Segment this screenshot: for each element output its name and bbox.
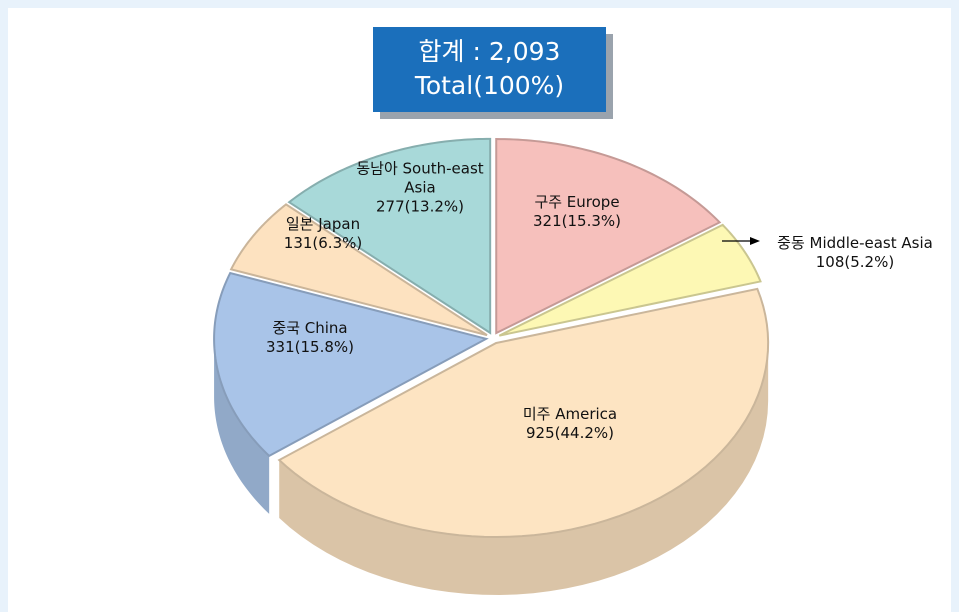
category-label: 중국 China <box>272 319 348 337</box>
slice-side <box>279 343 769 595</box>
value-label: 321(15.3%) <box>533 212 621 230</box>
category-label: 동남아 South-east Asia <box>356 159 484 197</box>
arrow-head <box>750 237 760 245</box>
chart-title: 합계 : 2,093 <box>418 37 561 66</box>
slice-label: 중국 China 331(15.8%) <box>266 319 354 357</box>
pie-slice <box>498 223 762 337</box>
slice-label: 구주 Europe 321(15.3%) <box>533 193 621 231</box>
value-label: 108(5.2%) <box>815 253 895 271</box>
value-label: 131(6.3%) <box>283 234 363 252</box>
category-label: 일본 Japan <box>285 215 361 233</box>
pie-slice <box>495 138 722 335</box>
slice-side <box>214 338 270 514</box>
slice-label: 중동 Middle-east Asia 108(5.2%) <box>777 234 933 272</box>
slice-label: 동남아 South-east Asia 277(13.2%) <box>355 160 485 217</box>
slice-label: 일본 Japan 131(6.3%) <box>284 215 362 253</box>
category-label: 중동 Middle-east Asia <box>777 234 933 252</box>
pie-slice <box>287 137 492 335</box>
category-label: 구주 Europe <box>534 193 620 211</box>
pie-slice <box>229 203 488 337</box>
slice-tops <box>213 137 770 539</box>
value-label: 331(15.8%) <box>266 338 354 356</box>
category-label: 미주 America <box>522 405 618 423</box>
title-box: 합계 : 2,093 Total(100%) <box>373 27 606 112</box>
chart-subtitle: Total(100%) <box>414 71 565 100</box>
value-label: 277(13.2%) <box>376 197 464 216</box>
pie-slice <box>213 271 489 458</box>
pie-slice <box>277 287 770 539</box>
slice-label: 미주 America 925(44.2%) <box>523 405 617 443</box>
slice-sides <box>214 338 769 595</box>
value-label: 925(44.2%) <box>526 424 614 442</box>
